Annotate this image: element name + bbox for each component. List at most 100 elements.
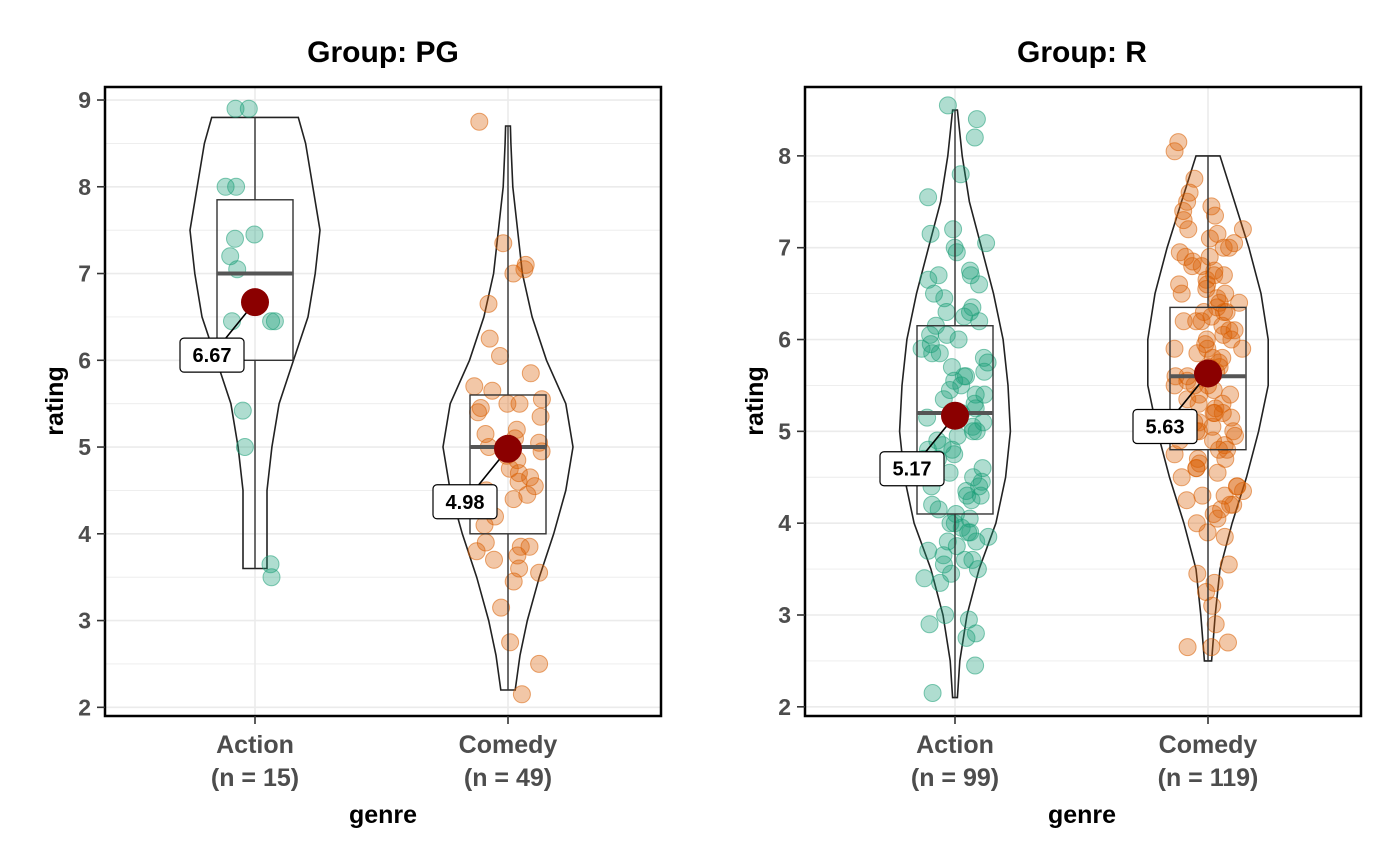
data-point — [1219, 555, 1238, 574]
data-point — [1221, 385, 1240, 404]
y-tick-label: 5 — [778, 418, 791, 444]
data-point — [971, 486, 990, 505]
data-point — [510, 394, 529, 413]
data-point — [952, 518, 971, 537]
data-point — [491, 347, 509, 365]
data-point — [1233, 220, 1252, 239]
data-point — [518, 485, 537, 504]
y-tick-label: 3 — [78, 608, 91, 634]
data-point — [1202, 197, 1221, 216]
violin-comedy — [442, 125, 574, 691]
data-point — [1174, 211, 1193, 230]
x-axis-title: genre — [1048, 801, 1116, 829]
data-point — [1208, 509, 1227, 528]
data-point — [961, 266, 980, 285]
data-point — [1178, 638, 1197, 657]
data-point — [930, 344, 949, 363]
data-point — [1233, 339, 1252, 358]
y-axis: 2 3 4 5 6 7 8 9 — [78, 87, 105, 720]
data-point — [1221, 495, 1240, 514]
data-point — [1187, 312, 1206, 331]
data-point — [1215, 527, 1234, 546]
x-tick-count-label: (n = 119) — [1158, 764, 1259, 792]
x-tick-label: Action — [916, 731, 994, 759]
y-tick-label: 8 — [78, 174, 91, 200]
data-point — [965, 128, 984, 147]
data-point — [504, 264, 523, 283]
plot-area: 5.17 5.63 — [879, 96, 1269, 702]
data-point — [921, 224, 940, 243]
x-tick-label: Comedy — [459, 731, 558, 759]
data-point — [961, 303, 979, 321]
y-axis: 2 3 4 5 6 7 8 — [778, 143, 805, 720]
y-tick-label: 2 — [778, 694, 791, 720]
data-point — [1217, 303, 1236, 321]
data-point — [508, 546, 527, 565]
data-point — [1192, 257, 1211, 276]
y-tick-label: 4 — [78, 521, 91, 547]
data-point — [1219, 633, 1237, 652]
data-point — [530, 563, 549, 582]
data-point — [940, 381, 959, 399]
x-tick-label: Comedy — [1159, 731, 1258, 759]
data-point — [1183, 257, 1202, 276]
y-tick-label: 5 — [78, 434, 91, 460]
data-point — [485, 550, 503, 569]
data-point — [970, 312, 989, 331]
data-point — [938, 532, 957, 551]
violin-action — [189, 116, 321, 570]
y-tick-label: 3 — [778, 602, 791, 628]
data-point — [957, 367, 975, 386]
data-point — [1220, 321, 1239, 340]
data-point — [239, 99, 258, 118]
y-tick-label: 2 — [78, 694, 91, 720]
data-point — [469, 403, 487, 422]
data-point — [262, 568, 281, 587]
data-point — [973, 459, 992, 478]
data-point — [1174, 312, 1193, 331]
data-point — [949, 330, 968, 349]
data-point — [515, 260, 534, 279]
mean-label-box — [432, 484, 498, 520]
data-point — [1202, 638, 1221, 657]
x-tick-label: Action — [216, 731, 294, 759]
data-point — [955, 307, 974, 326]
x-tick-count-label: (n = 49) — [464, 764, 552, 792]
mean-point — [241, 288, 269, 317]
data-point — [929, 500, 948, 519]
y-axis-title: rating — [741, 366, 769, 435]
data-point — [978, 353, 997, 372]
data-point — [492, 598, 511, 617]
data-point — [501, 633, 520, 652]
data-point — [480, 329, 499, 348]
data-point — [941, 514, 960, 533]
box-comedy — [469, 394, 547, 535]
data-point — [925, 284, 943, 303]
data-point — [931, 573, 950, 592]
data-point — [947, 537, 966, 556]
panel-pg: Group: PG 6.67 4.98 2 3 4 5 6 7 8 9 Action (n = 1… — [41, 36, 663, 829]
data-point — [1234, 482, 1252, 500]
data-point — [1205, 266, 1224, 285]
data-point — [967, 110, 986, 129]
data-point — [920, 615, 939, 634]
data-point — [942, 358, 961, 377]
data-point — [494, 234, 513, 253]
data-point — [465, 377, 484, 396]
data-point — [966, 656, 985, 675]
data-point — [958, 486, 977, 505]
box-action — [916, 325, 994, 515]
data-point — [1200, 229, 1219, 248]
data-point — [934, 555, 953, 574]
violin-action — [898, 109, 1012, 699]
data-point — [1224, 422, 1243, 441]
data-point — [963, 422, 982, 441]
data-point — [216, 177, 235, 196]
x-axis: Action (n = 15) Comedy (n = 49) — [211, 716, 558, 792]
mean-label: 6.67 — [193, 345, 232, 367]
data-point — [1204, 431, 1222, 450]
data-point — [483, 381, 502, 400]
y-tick-label: 6 — [778, 327, 791, 353]
data-point — [521, 364, 540, 383]
